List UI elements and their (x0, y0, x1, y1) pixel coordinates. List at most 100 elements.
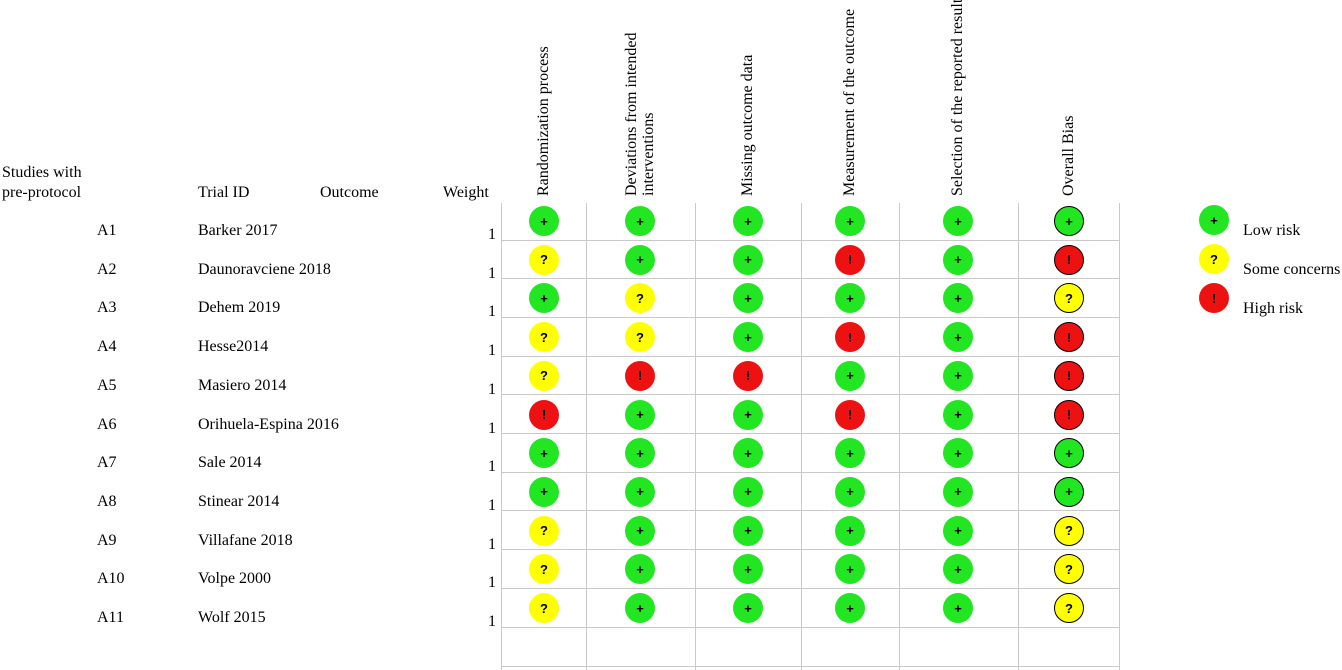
trial-name: Barker 2017 (198, 222, 278, 239)
risk-high-symbol: ! (529, 399, 559, 430)
grid-row-separator (501, 394, 1119, 395)
grid-row-separator (501, 588, 1119, 589)
grid-row-separator (501, 510, 1119, 511)
weight-value: 1 (488, 380, 496, 398)
risk-low-symbol: + (1054, 476, 1084, 507)
risk-high-symbol: ! (835, 399, 865, 430)
risk-low-symbol: + (733, 322, 763, 353)
risk-some-symbol: ? (1054, 593, 1084, 623)
grid-column-separator (586, 203, 587, 670)
study-id: A3 (97, 299, 117, 317)
risk-low-symbol: + (835, 554, 865, 585)
group-label-line2: pre-protocol (2, 184, 82, 201)
risk-low-symbol: + (625, 438, 655, 469)
risk-some-symbol: ? (1054, 554, 1084, 585)
legend-label: Low risk (1243, 222, 1301, 239)
weight-value: 1 (488, 574, 496, 592)
weight-value: 1 (488, 496, 496, 514)
risk-low-symbol: + (529, 206, 559, 236)
group-label: Studies with (2, 164, 82, 181)
study-id: A9 (97, 531, 117, 549)
trial-name: Volpe 2000 (198, 570, 272, 588)
risk-low-symbol: + (1054, 206, 1084, 236)
risk-low-symbol: + (943, 438, 973, 469)
grid-column-separator (899, 203, 900, 670)
domain-header: Selection of the reported result (949, 0, 966, 196)
risk-low-symbol: + (529, 476, 559, 507)
study-id: A8 (97, 492, 117, 510)
study-id: A10 (97, 570, 125, 588)
risk-high-symbol: ! (625, 360, 655, 391)
risk-low-symbol: + (733, 399, 763, 430)
risk-some-symbol: ? (529, 554, 559, 585)
risk-low-symbol: + (835, 476, 865, 507)
weight-value: 1 (488, 535, 496, 553)
risk-low-symbol: + (835, 283, 865, 314)
risk-some-symbol: ? (1054, 283, 1084, 314)
study-id: A1 (97, 222, 117, 239)
risk-some-symbol: ? (625, 322, 655, 353)
trial-name: Orihuela-Espina 2016 (198, 415, 339, 433)
risk-high-symbol: ! (1054, 244, 1084, 275)
legend-label: Some concerns (1243, 261, 1341, 278)
risk-high-symbol: ! (1054, 360, 1084, 391)
domain-header: Overall Bias (1060, 115, 1077, 196)
risk-low-symbol: + (625, 515, 655, 546)
risk-high-symbol: ! (1054, 322, 1084, 353)
risk-low-symbol: + (943, 206, 973, 236)
risk-high-symbol: ! (835, 244, 865, 275)
weight-value: 1 (488, 458, 496, 476)
risk-low-symbol: + (1054, 438, 1084, 469)
grid-column-separator (1119, 203, 1120, 670)
grid-row-separator (501, 666, 1119, 667)
risk-low-symbol: + (625, 554, 655, 585)
weight-value: 1 (488, 226, 496, 243)
risk-some-symbol: ? (1054, 515, 1084, 546)
trial-name: Daunoravciene 2018 (198, 260, 331, 278)
trial-name: Masiero 2014 (198, 376, 287, 394)
risk-low-symbol: + (943, 244, 973, 275)
risk-low-symbol: + (625, 593, 655, 623)
outcome-header: Outcome (320, 184, 379, 201)
domain-header: interventions (639, 112, 657, 196)
risk-low-symbol: + (835, 515, 865, 546)
risk-high-symbol: ! (835, 322, 865, 353)
grid-row-separator (501, 317, 1119, 318)
weight-value: 1 (488, 303, 496, 321)
study-id: A2 (97, 260, 117, 278)
risk-low-symbol: + (943, 283, 973, 314)
risk-low-symbol: + (733, 206, 763, 236)
risk-some-symbol: ? (529, 360, 559, 391)
risk-low-symbol: + (835, 593, 865, 623)
risk-high-symbol: ! (733, 360, 763, 391)
risk-low-symbol: + (733, 244, 763, 275)
weight-value: 1 (488, 613, 496, 630)
study-id: A4 (97, 338, 117, 356)
risk-some-symbol: ? (529, 593, 559, 623)
study-id: A6 (97, 415, 117, 433)
legend-high-icon: ! (1199, 283, 1229, 313)
risk-low-symbol: + (943, 554, 973, 585)
risk-low-symbol: + (733, 554, 763, 585)
study-id: A5 (97, 376, 117, 394)
grid-column-separator (801, 203, 802, 670)
risk-low-symbol: + (943, 322, 973, 353)
trial-name: Stinear 2014 (198, 492, 280, 510)
risk-low-symbol: + (529, 438, 559, 469)
grid-row-separator (501, 549, 1119, 550)
risk-low-symbol: + (835, 360, 865, 391)
trial-name: Dehem 2019 (198, 299, 281, 317)
risk-some-symbol: ? (529, 322, 559, 353)
grid-column-separator (501, 203, 502, 670)
grid-row-separator (501, 240, 1119, 241)
risk-low-symbol: + (625, 476, 655, 507)
risk-some-symbol: ? (529, 515, 559, 546)
domain-header: Randomization process (535, 46, 552, 196)
risk-low-symbol: + (835, 438, 865, 469)
domain-header: Deviations from intended (622, 32, 640, 196)
domain-header: Missing outcome data (739, 54, 756, 196)
risk-low-symbol: + (625, 399, 655, 430)
legend-label: High risk (1243, 300, 1303, 317)
risk-low-symbol: + (625, 206, 655, 236)
